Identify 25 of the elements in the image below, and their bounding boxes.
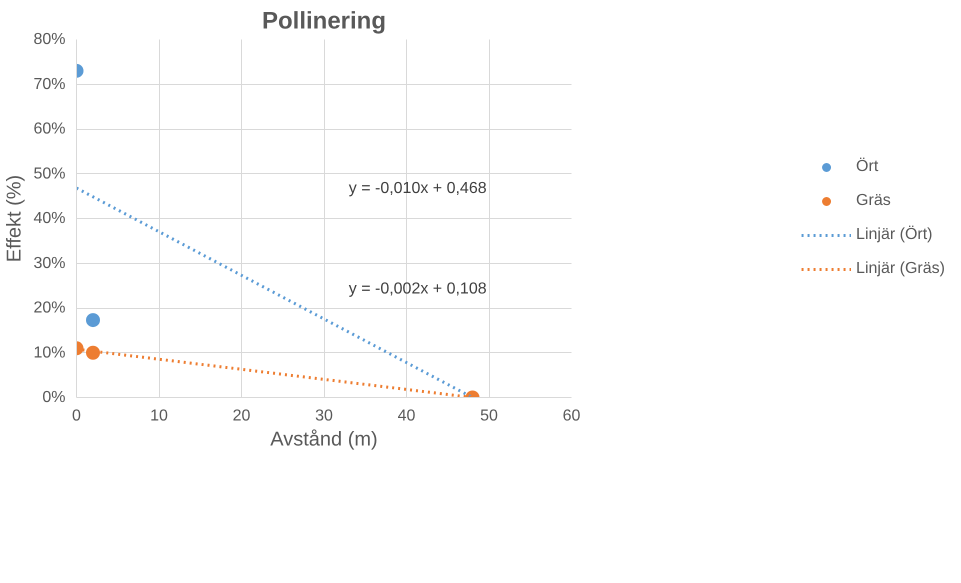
y-tick-label: 80%: [33, 31, 66, 48]
x-tick-label: 40: [398, 408, 416, 424]
x-tick-label: 0: [72, 408, 82, 424]
y-tick-label: 50%: [33, 165, 66, 182]
y-tick-label: 40%: [33, 210, 66, 227]
annotation: y = -0,002x + 0,108: [348, 280, 487, 298]
annotation: y = -0,010x + 0,468: [348, 180, 487, 198]
y-tick-label: 60%: [33, 120, 66, 138]
x-tick-label: 50: [480, 408, 498, 424]
x-axis-title: Avstånd (m): [270, 428, 378, 450]
y-axis-title: Effekt (%): [3, 174, 26, 262]
legend-label: Ört: [856, 158, 878, 176]
chart-title: Pollinering: [262, 8, 386, 34]
y-tick-label: 0%: [42, 389, 66, 406]
legend-label: Linjär (Ört): [856, 226, 932, 244]
y-tick-label: 20%: [33, 300, 66, 316]
legend-label: Linjär (Gräs): [856, 260, 945, 278]
x-tick-label: 60: [562, 408, 580, 424]
legend-label: Gräs: [856, 192, 891, 210]
x-tick-label: 20: [232, 408, 250, 424]
x-tick-label: 10: [150, 408, 168, 424]
y-tick-label: 30%: [33, 254, 66, 272]
y-tick-label: 10%: [33, 344, 66, 362]
y-tick-label: 70%: [33, 76, 66, 93]
x-tick-label: 30: [315, 408, 333, 424]
